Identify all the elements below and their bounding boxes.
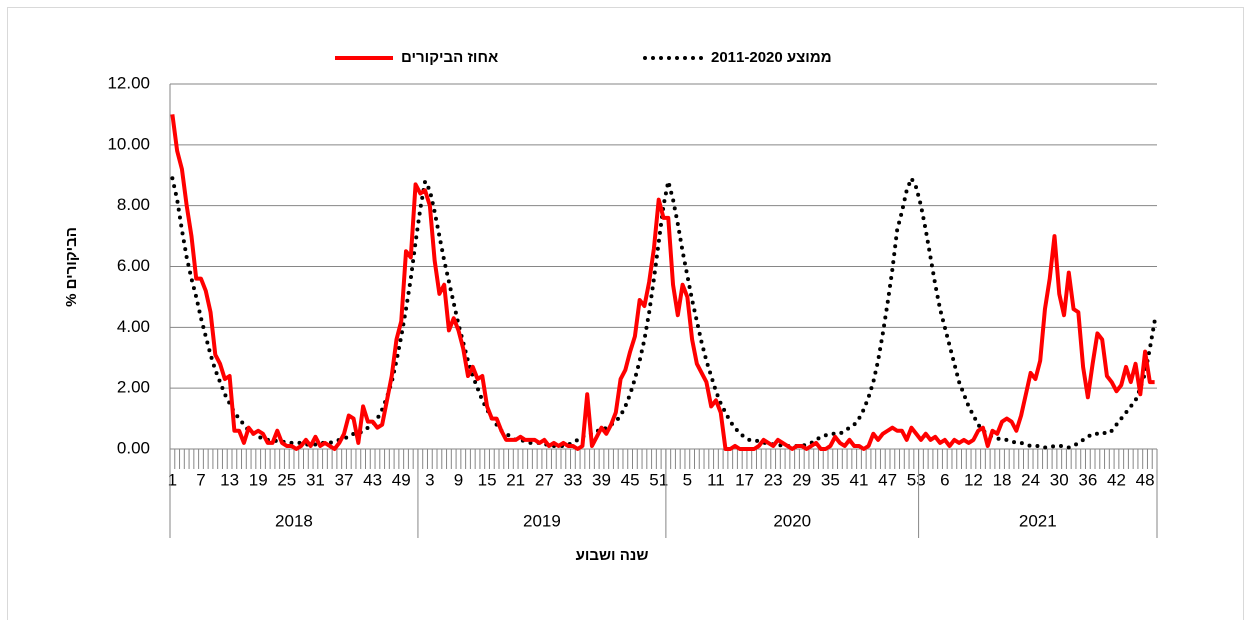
x-tick-label: 18	[993, 470, 1012, 489]
y-tick-label: 0.00	[117, 438, 150, 457]
x-tick-label: 15	[478, 470, 497, 489]
x-tick-label: 35	[821, 470, 840, 489]
chart-border	[7, 7, 1244, 620]
y-tick-label: 10.00	[107, 134, 150, 153]
x-tick-label: 29	[792, 470, 811, 489]
x-tick-label: 3	[425, 470, 434, 489]
x-tick-label: 9	[454, 470, 463, 489]
x-tick-label: 31	[306, 470, 325, 489]
y-tick-label: 12.00	[107, 73, 150, 92]
y-tick-label: 8.00	[117, 195, 150, 214]
x-tick-label: 47	[878, 470, 897, 489]
x-tick-label: 43	[363, 470, 382, 489]
x-tick-label: 21	[506, 470, 525, 489]
legend-label: ממוצע 2011-2020	[711, 49, 832, 66]
x-tick-label: 7	[196, 470, 205, 489]
group-label: 2021	[1019, 511, 1057, 530]
group-label: 2018	[275, 511, 313, 530]
x-tick-label: 25	[277, 470, 296, 489]
x-tick-label: 5	[683, 470, 692, 489]
y-tick-label: 2.00	[117, 378, 150, 397]
y-axis-title: % הביקורים	[63, 227, 80, 307]
x-tick-label: 11	[707, 470, 725, 489]
x-tick-label: 36	[1078, 470, 1097, 489]
x-tick-label: 27	[535, 470, 554, 489]
x-tick-label: 39	[592, 470, 611, 489]
x-tick-label: 53	[907, 470, 926, 489]
x-tick-label: 12	[964, 470, 983, 489]
x-tick-label: 24	[1021, 470, 1040, 489]
y-tick-label: 6.00	[117, 256, 150, 275]
x-tick-label: 42	[1107, 470, 1126, 489]
x-tick-label: 6	[940, 470, 949, 489]
x-tick-label: 33	[563, 470, 582, 489]
x-tick-label: 19	[249, 470, 268, 489]
x-tick-label: 37	[335, 470, 354, 489]
y-tick-label: 4.00	[117, 317, 150, 336]
group-label: 2019	[523, 511, 561, 530]
group-label: 2020	[773, 511, 811, 530]
x-tick-label: 45	[621, 470, 640, 489]
x-tick-label: 17	[735, 470, 754, 489]
x-tick-label: 23	[764, 470, 783, 489]
series-line	[170, 114, 1155, 451]
x-tick-label: 30	[1050, 470, 1069, 489]
x-tick-label: 51	[649, 470, 668, 489]
x-axis-title: שנה ושבוע	[576, 547, 649, 564]
x-tick-label: 13	[220, 470, 239, 489]
legend-label: אחוז הביקורים	[401, 49, 498, 66]
x-tick-label: 41	[850, 470, 869, 489]
x-tick-label: 1	[168, 470, 177, 489]
x-tick-label: 48	[1136, 470, 1155, 489]
x-tick-label: 49	[392, 470, 411, 489]
